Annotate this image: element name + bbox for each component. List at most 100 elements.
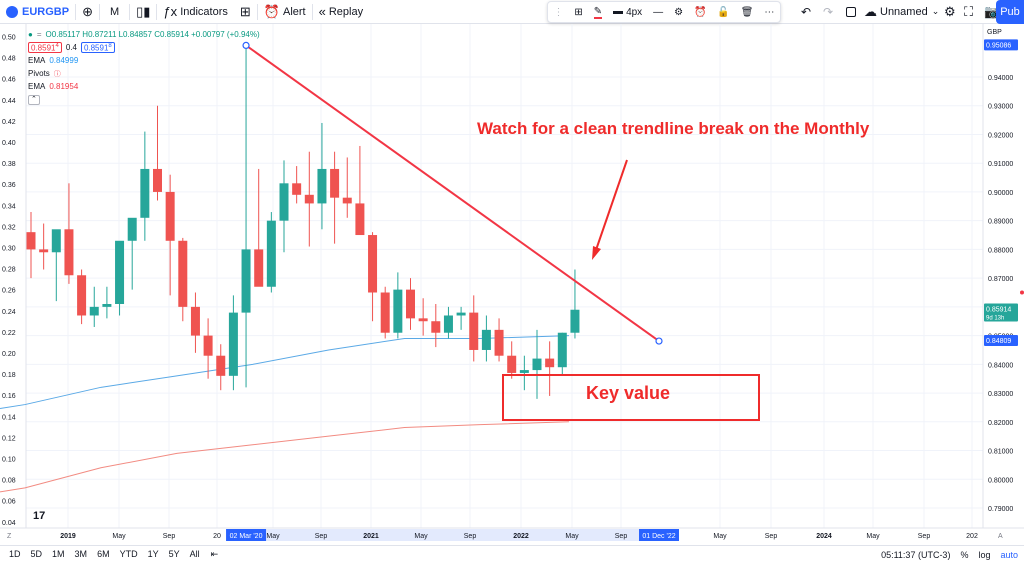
- trendline-annotation[interactable]: Watch for a clean trendline break on the…: [477, 119, 870, 138]
- candle-body[interactable]: [190, 306, 200, 336]
- candles-icon[interactable]: ▯▮: [136, 4, 151, 19]
- candle-body[interactable]: [254, 249, 264, 287]
- range-calendar-icon[interactable]: ⇤: [210, 548, 219, 559]
- candle-body[interactable]: [102, 303, 112, 307]
- candle-body[interactable]: [178, 240, 188, 307]
- range-button-1y[interactable]: 1Y: [147, 549, 159, 559]
- ema1-row[interactable]: EMA 0.84999: [28, 54, 260, 67]
- replay-button[interactable]: « Replay: [313, 0, 369, 24]
- candle-body[interactable]: [127, 217, 137, 241]
- template-grid-icon[interactable]: ⊞: [574, 6, 583, 18]
- left-tick-label: 0.36: [2, 182, 16, 189]
- redo-icon[interactable]: ↷: [823, 4, 834, 19]
- ema2-row[interactable]: EMA 0.81954: [28, 80, 260, 93]
- indicators-button[interactable]: ƒx Indicators: [157, 0, 233, 24]
- range-button-3m[interactable]: 3M: [74, 549, 88, 559]
- toolbar-divider: [256, 3, 258, 20]
- candle-body[interactable]: [228, 312, 238, 376]
- layout-button[interactable]: ☁ Unnamed ⌄: [840, 0, 945, 24]
- candle-body[interactable]: [494, 329, 504, 356]
- alert-button[interactable]: ⏰ Alert: [258, 0, 312, 24]
- candle-body[interactable]: [469, 312, 479, 350]
- drag-handle-icon[interactable]: ⋮: [553, 6, 564, 18]
- clock-time[interactable]: 05:11:37 (UTC-3): [881, 549, 951, 560]
- publish-button[interactable]: Pub: [996, 0, 1024, 24]
- alert-add-icon[interactable]: ⏰: [693, 6, 707, 18]
- candle-body[interactable]: [418, 318, 428, 322]
- candle-body[interactable]: [507, 355, 517, 373]
- range-button-6m[interactable]: 6M: [97, 549, 110, 559]
- candle-body[interactable]: [355, 203, 365, 236]
- candle-body[interactable]: [431, 321, 441, 333]
- key-value-annotation[interactable]: Key value: [586, 383, 671, 403]
- range-button-all[interactable]: All: [189, 549, 200, 559]
- percent-toggle[interactable]: %: [960, 549, 969, 560]
- candle-body[interactable]: [368, 235, 378, 293]
- candle-body[interactable]: [140, 168, 150, 218]
- candle-body[interactable]: [292, 183, 302, 195]
- candle-body[interactable]: [532, 358, 542, 371]
- candle-body[interactable]: [342, 197, 352, 204]
- symbol-search[interactable]: EURGBP: [0, 0, 75, 24]
- collapse-legend-button[interactable]: ⌃: [28, 93, 260, 106]
- candle-body[interactable]: [443, 315, 453, 333]
- trendline-start-handle[interactable]: [242, 41, 250, 49]
- candle-body[interactable]: [519, 370, 529, 373]
- compare-add-icon[interactable]: ⊕: [82, 4, 93, 19]
- range-button-1m[interactable]: 1M: [52, 549, 65, 559]
- candle-body[interactable]: [406, 289, 415, 319]
- candle-body[interactable]: [279, 183, 289, 221]
- candle-body[interactable]: [481, 329, 491, 350]
- ema-red-line[interactable]: [0, 421, 569, 493]
- trendline[interactable]: [245, 44, 660, 342]
- bid-button[interactable]: 0.85914: [28, 41, 62, 54]
- fullscreen-icon[interactable]: ⛶: [964, 4, 974, 19]
- key-value-box[interactable]: [502, 374, 760, 421]
- candle-body[interactable]: [26, 232, 36, 250]
- candle-body[interactable]: [51, 229, 61, 253]
- candle-body[interactable]: [393, 289, 403, 333]
- candle-body[interactable]: [317, 168, 327, 204]
- range-button-ytd[interactable]: YTD: [119, 549, 138, 559]
- candle-body[interactable]: [39, 249, 49, 253]
- candle-body[interactable]: [456, 312, 466, 316]
- candle-body[interactable]: [64, 229, 74, 276]
- line-color-pen-icon[interactable]: ✎: [593, 5, 603, 19]
- templates-icon[interactable]: ⊞: [239, 4, 251, 19]
- candle-body[interactable]: [304, 194, 314, 204]
- candle-body[interactable]: [153, 168, 162, 192]
- log-toggle[interactable]: log: [978, 549, 991, 560]
- price-tag-current-bg: [984, 303, 1018, 322]
- candle-body[interactable]: [203, 335, 213, 356]
- auto-toggle[interactable]: auto: [1000, 549, 1018, 560]
- trendline-end-handle[interactable]: [655, 337, 663, 345]
- candle-body[interactable]: [330, 168, 340, 198]
- trash-icon[interactable]: 🗑: [740, 6, 754, 18]
- range-button-5d[interactable]: 5D: [30, 549, 43, 559]
- ask-button[interactable]: 0.85918: [80, 41, 115, 54]
- candle-body[interactable]: [89, 306, 99, 316]
- undo-icon[interactable]: ↶: [801, 4, 812, 19]
- settings-gear-icon[interactable]: ⚙: [944, 4, 956, 19]
- price-chart[interactable]: 0.500.480.460.440.420.400.380.360.340.32…: [0, 24, 1024, 545]
- candle-body[interactable]: [570, 309, 580, 333]
- candle-body[interactable]: [241, 249, 251, 313]
- candle-body[interactable]: [216, 355, 226, 376]
- lock-icon[interactable]: 🔓: [717, 6, 730, 18]
- range-button-1d[interactable]: 1D: [9, 549, 21, 559]
- pivots-row[interactable]: Pivots ⓘ: [28, 67, 260, 80]
- range-button-5y[interactable]: 5Y: [168, 549, 180, 559]
- ema-blue-line[interactable]: [0, 335, 569, 410]
- candle-body[interactable]: [557, 332, 567, 368]
- line-width-button[interactable]: 4px: [613, 7, 642, 18]
- line-style-icon[interactable]: ―: [653, 6, 664, 18]
- candle-body[interactable]: [77, 275, 87, 316]
- candle-body[interactable]: [266, 220, 276, 287]
- candle-body[interactable]: [545, 358, 555, 368]
- settings-icon[interactable]: ⚙: [674, 6, 684, 18]
- candle-body[interactable]: [115, 240, 125, 304]
- candle-body[interactable]: [380, 292, 390, 333]
- interval-button[interactable]: M: [109, 5, 120, 18]
- more-icon[interactable]: ⋯: [764, 6, 775, 18]
- candle-body[interactable]: [165, 191, 175, 241]
